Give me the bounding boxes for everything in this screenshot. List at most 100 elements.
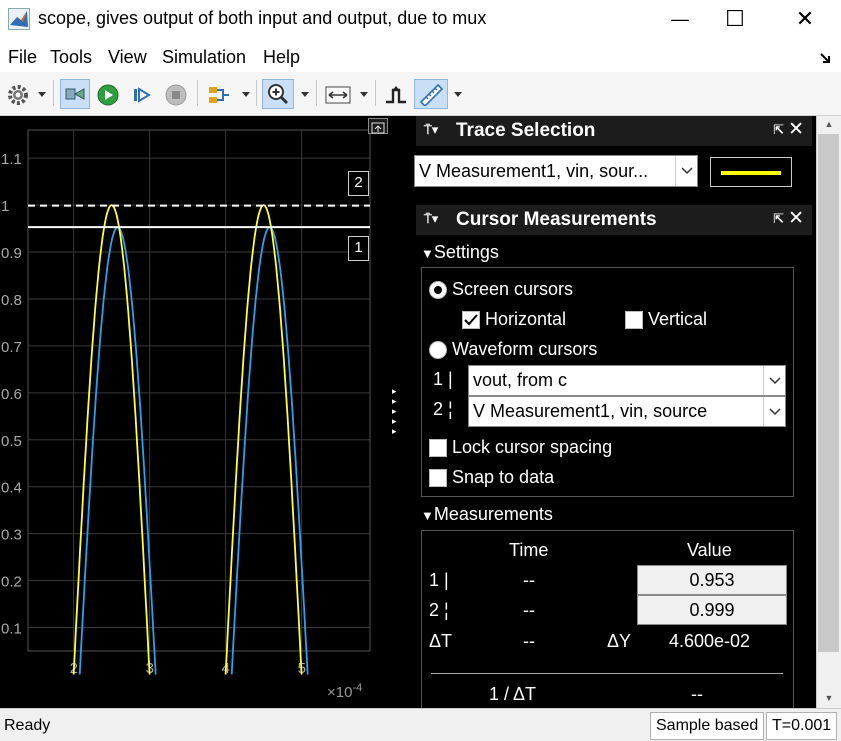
vertical-checkbox[interactable]: [625, 311, 643, 329]
zoom-in-icon: [268, 84, 289, 105]
row2-time: --: [523, 600, 535, 620]
cursor1-id: 1 |: [433, 369, 453, 389]
zoom-in-button[interactable]: [262, 79, 294, 109]
row1-label: 1 |: [429, 570, 449, 590]
menu-bar: [0, 38, 841, 72]
delta-t-label: ΔT: [429, 631, 453, 651]
settings-group: [421, 267, 794, 497]
dock-arrow-icon[interactable]: [819, 50, 833, 64]
close-panel-icon[interactable]: ✕: [788, 208, 804, 229]
delta-y-value: 4.600e-02: [669, 631, 751, 651]
cursor-measurements-dropdown-icon[interactable]: [454, 92, 462, 97]
settings-dropdown-icon[interactable]: [38, 92, 46, 97]
collapse-arrow-icon: ▼: [421, 246, 434, 261]
input-signal-line: [72, 204, 151, 675]
y-tick-label: 0.3: [1, 527, 22, 544]
row1-value: 0.953: [637, 565, 787, 595]
cursor-2-label[interactable]: 2: [348, 171, 369, 196]
close-panel-icon[interactable]: ✕: [788, 119, 804, 140]
row2-label: 2 ¦: [429, 600, 449, 620]
inverse-delta-t-value: --: [691, 684, 703, 704]
collapse-pin-icon[interactable]: ⍑▾: [424, 122, 439, 137]
horizontal-checkbox[interactable]: [462, 311, 480, 329]
scale-axes-dropdown-icon[interactable]: [360, 92, 368, 97]
undock-icon: [371, 122, 385, 134]
undock-panel-icon[interactable]: ⇱: [773, 211, 784, 226]
y-tick-label: 0.8: [1, 292, 22, 309]
menu-view[interactable]: View: [108, 47, 147, 67]
y-tick-label: 0.4: [1, 480, 22, 497]
minimize-button[interactable]: —: [650, 0, 710, 38]
scale-axes-button[interactable]: [322, 80, 354, 110]
delta-y-label: ΔY: [607, 631, 632, 651]
highlight-block-icon: [65, 88, 85, 100]
y-tick-label: 0.9: [1, 245, 22, 262]
screen-cursors-radio[interactable]: [429, 281, 447, 299]
undock-plot-button[interactable]: [368, 118, 388, 134]
scale-axes-icon: [325, 86, 351, 104]
sample-mode-indicator: Sample based: [650, 712, 765, 740]
run-button[interactable]: [94, 80, 122, 110]
step-forward-icon: [134, 87, 151, 103]
panel-expander-icon[interactable]: ▸ ▸ ▸ ▸ ▸: [392, 386, 397, 436]
cursor2-signal-dropdown[interactable]: V Measurement1, vin, source: [468, 396, 786, 427]
maximize-icon: ☐: [725, 6, 745, 31]
signal-select-icon: [209, 87, 229, 103]
title-bar: [0, 0, 841, 38]
menu-tools[interactable]: Tools: [50, 47, 93, 67]
signal-select-dropdown-icon[interactable]: [242, 92, 250, 97]
lock-cursor-spacing-checkbox[interactable]: [429, 439, 447, 457]
value-column-header: Value: [687, 540, 732, 560]
chevron-down-icon: [763, 397, 785, 426]
time-column-header: Time: [509, 540, 549, 560]
menu-simulation[interactable]: Simulation: [162, 47, 247, 67]
waveform-cursors-radio[interactable]: [429, 341, 447, 359]
y-tick-label: 1: [1, 198, 9, 215]
cursor-1-label[interactable]: 1: [348, 236, 369, 261]
stop-icon: [165, 84, 187, 106]
checkmark-icon: [464, 314, 478, 326]
cursor-measurements-icon: [419, 83, 444, 106]
horizontal-label: Horizontal: [485, 309, 567, 329]
scroll-thumb[interactable]: [818, 134, 839, 652]
snap-to-data-label: Snap to data: [452, 467, 555, 487]
trace-line-style-button[interactable]: [710, 157, 792, 187]
scroll-up-icon[interactable]: ▲: [824, 119, 834, 129]
y-tick-label: 0.5: [1, 433, 22, 450]
window-title: scope, gives output of both input and ou…: [38, 8, 487, 28]
input-signal-line: [224, 204, 303, 675]
row2-value: 0.999: [637, 595, 787, 625]
collapse-arrow-icon: ▼: [421, 508, 434, 523]
signal-select-button[interactable]: [204, 80, 234, 110]
cursor1-signal-dropdown[interactable]: vout, from c: [468, 365, 786, 396]
delta-t-value: --: [523, 631, 535, 651]
maximize-button[interactable]: ☐: [705, 0, 765, 38]
trace-select-dropdown[interactable]: V Measurement1, vin, sour...: [414, 155, 698, 187]
stop-button[interactable]: [162, 80, 190, 110]
highlight-block-button[interactable]: [60, 79, 90, 109]
collapse-pin-icon[interactable]: ⍑▾: [424, 211, 439, 226]
step-forward-button[interactable]: [128, 80, 156, 110]
gear-icon: [8, 85, 28, 105]
status-text: Ready: [4, 717, 51, 734]
close-icon: ✕: [795, 6, 815, 31]
undock-panel-icon[interactable]: ⇱: [773, 122, 784, 137]
close-window-button[interactable]: ✕: [775, 0, 835, 38]
matlab-app-icon: [8, 8, 30, 30]
cursor-measurements-button[interactable]: [414, 79, 448, 109]
y-tick-label: 0.1: [1, 621, 22, 638]
scroll-down-icon[interactable]: ▼: [824, 693, 834, 703]
settings-section-toggle[interactable]: ▼Settings: [421, 242, 499, 262]
menu-help[interactable]: Help: [263, 47, 301, 67]
snap-to-data-checkbox[interactable]: [429, 469, 447, 487]
cursor2-id: 2 ¦: [433, 399, 453, 419]
measurements-section-toggle[interactable]: ▼Measurements: [421, 504, 553, 524]
minimize-icon: —: [671, 8, 689, 29]
triggers-button[interactable]: [381, 80, 411, 110]
lock-cursor-spacing-label: Lock cursor spacing: [452, 437, 613, 457]
zoom-dropdown-icon[interactable]: [301, 92, 309, 97]
menu-file[interactable]: File: [8, 47, 38, 67]
scope-plot[interactable]: 1.110.90.80.70.60.50.40.30.20.12 3 4 5: [0, 116, 412, 708]
y-tick-label: 0.2: [1, 574, 22, 591]
settings-button[interactable]: [4, 80, 32, 110]
